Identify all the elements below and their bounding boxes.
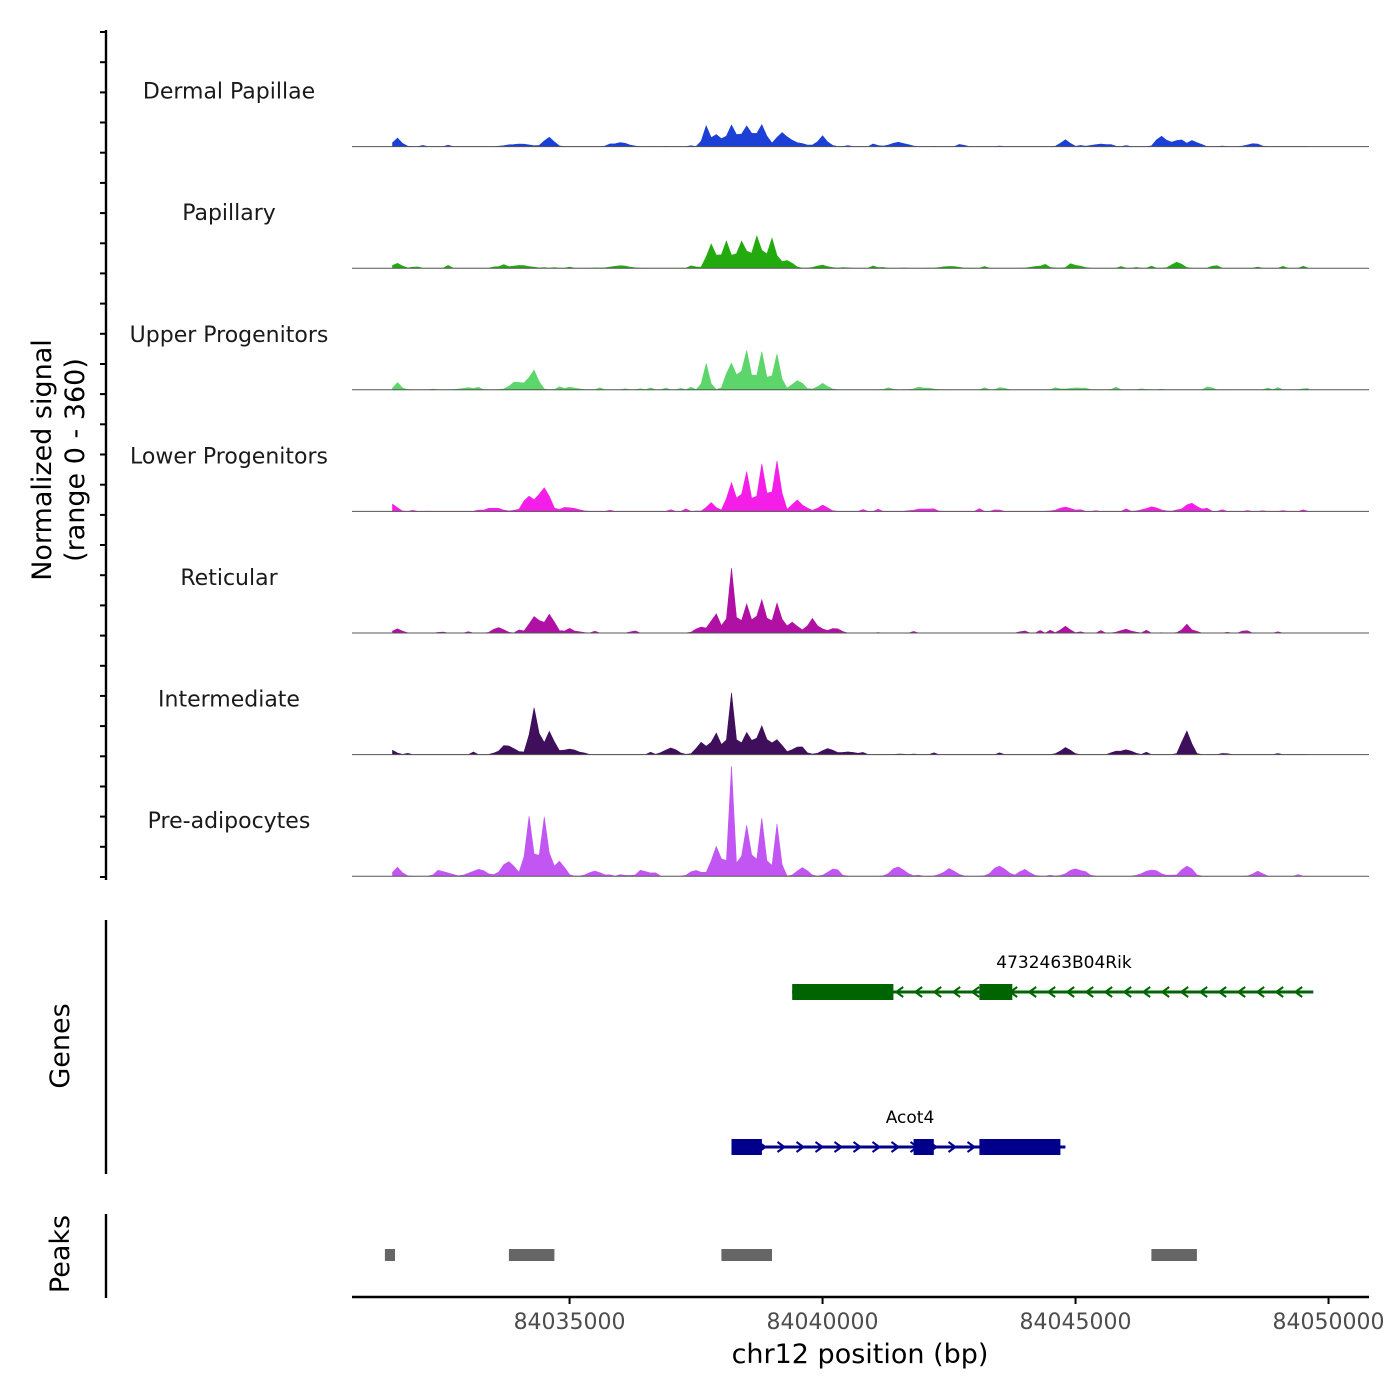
x-ticks: 84035000 84040000 84045000 84050000 xyxy=(514,1297,1385,1335)
strand-chevron xyxy=(1255,986,1265,998)
signal-track: Pre-adipocytes xyxy=(148,766,1369,877)
track-label: Upper Progenitors xyxy=(130,323,329,348)
peak-region xyxy=(1151,1249,1197,1261)
coverage-area xyxy=(392,568,1309,634)
genes-panel-title: Genes xyxy=(45,1003,76,1088)
coverage-area xyxy=(392,692,1309,755)
strand-chevron xyxy=(932,986,942,998)
gene-exon xyxy=(979,1139,1061,1155)
strand-chevron xyxy=(1027,986,1037,998)
strand-chevron xyxy=(947,1141,958,1153)
strand-chevron xyxy=(1293,986,1303,998)
strand-chevron xyxy=(1065,986,1075,998)
gene-label: Acot4 xyxy=(886,1108,935,1128)
gene-model: Acot4 xyxy=(731,1108,1066,1155)
strand-chevron xyxy=(1122,986,1132,998)
strand-chevron xyxy=(1236,986,1246,998)
signal-track: Lower Progenitors xyxy=(130,444,1369,512)
track-label: Intermediate xyxy=(158,688,300,713)
coverage-area xyxy=(392,124,1309,147)
strand-chevron xyxy=(833,1141,844,1153)
coverage-y-ticks xyxy=(100,31,106,878)
x-tick-label: 84045000 xyxy=(1020,1310,1132,1335)
strand-chevron xyxy=(1217,986,1227,998)
strand-chevron xyxy=(1198,986,1208,998)
signal-track: Intermediate xyxy=(158,688,1369,756)
gene-exon xyxy=(792,984,894,1000)
peak-region xyxy=(508,1249,555,1261)
peak-regions xyxy=(384,1249,1197,1261)
x-tick-label: 84050000 xyxy=(1273,1310,1385,1335)
peak-region xyxy=(721,1249,772,1261)
peak-region xyxy=(384,1249,395,1261)
strand-chevron xyxy=(1274,986,1284,998)
strand-chevron xyxy=(871,1141,882,1153)
genes-panel: Genes 4732463B04Rik Acot4 xyxy=(45,920,1314,1174)
track-label: Papillary xyxy=(182,201,276,226)
strand-chevron xyxy=(1160,986,1170,998)
strand-chevron xyxy=(966,1141,977,1153)
strand-chevron xyxy=(1141,986,1151,998)
y-axis-title: Normalized signal xyxy=(27,339,58,581)
coverage-area xyxy=(392,766,1309,877)
strand-chevron xyxy=(814,1141,825,1153)
coverage-area xyxy=(392,235,1309,269)
track-label: Reticular xyxy=(180,566,278,591)
track-label: Pre-adipocytes xyxy=(148,809,311,834)
gene-exon xyxy=(731,1139,762,1155)
signal-track: Dermal Papillae xyxy=(143,80,1369,148)
gene-models: 4732463B04Rik Acot4 xyxy=(731,953,1314,1155)
signal-track: Papillary xyxy=(182,201,1369,269)
strand-chevron xyxy=(894,986,904,998)
gene-exon xyxy=(913,1139,934,1155)
signal-tracks: Dermal Papillae Papillary Upper Progenitor… xyxy=(130,80,1369,877)
peaks-panel-title: Peaks xyxy=(45,1215,76,1293)
strand-chevron xyxy=(852,1141,863,1153)
track-label: Dermal Papillae xyxy=(143,80,315,105)
strand-chevron xyxy=(951,986,961,998)
y-axis-title-range: (range 0 - 360) xyxy=(60,358,91,562)
signal-track: Upper Progenitors xyxy=(130,323,1369,391)
strand-chevron xyxy=(1179,986,1189,998)
peaks-panel: Peaks xyxy=(45,1214,1197,1298)
strand-chevron xyxy=(890,1141,901,1153)
gene-exon xyxy=(979,984,1013,1000)
strand-chevron xyxy=(1084,986,1094,998)
coverage-panel: Dermal Papillae Papillary Upper Progenitor… xyxy=(27,30,1369,880)
strand-chevron xyxy=(1046,986,1056,998)
strand-chevron xyxy=(795,1141,806,1153)
x-tick-label: 84040000 xyxy=(767,1310,879,1335)
coverage-area xyxy=(392,350,1309,391)
gene-label: 4732463B04Rik xyxy=(996,953,1132,973)
signal-track: Reticular xyxy=(180,566,1369,634)
strand-chevron xyxy=(913,986,923,998)
x-axis-title: chr12 position (bp) xyxy=(732,1339,989,1370)
x-axis: 84035000 84040000 84045000 84050000 chr12 p… xyxy=(352,1295,1385,1370)
coverage-area xyxy=(392,460,1309,512)
gene-model: 4732463B04Rik xyxy=(792,953,1314,1000)
x-tick-label: 84035000 xyxy=(514,1310,626,1335)
strand-chevron xyxy=(970,986,980,998)
strand-chevron xyxy=(1103,986,1113,998)
track-label: Lower Progenitors xyxy=(130,444,328,469)
strand-chevron xyxy=(776,1141,787,1153)
